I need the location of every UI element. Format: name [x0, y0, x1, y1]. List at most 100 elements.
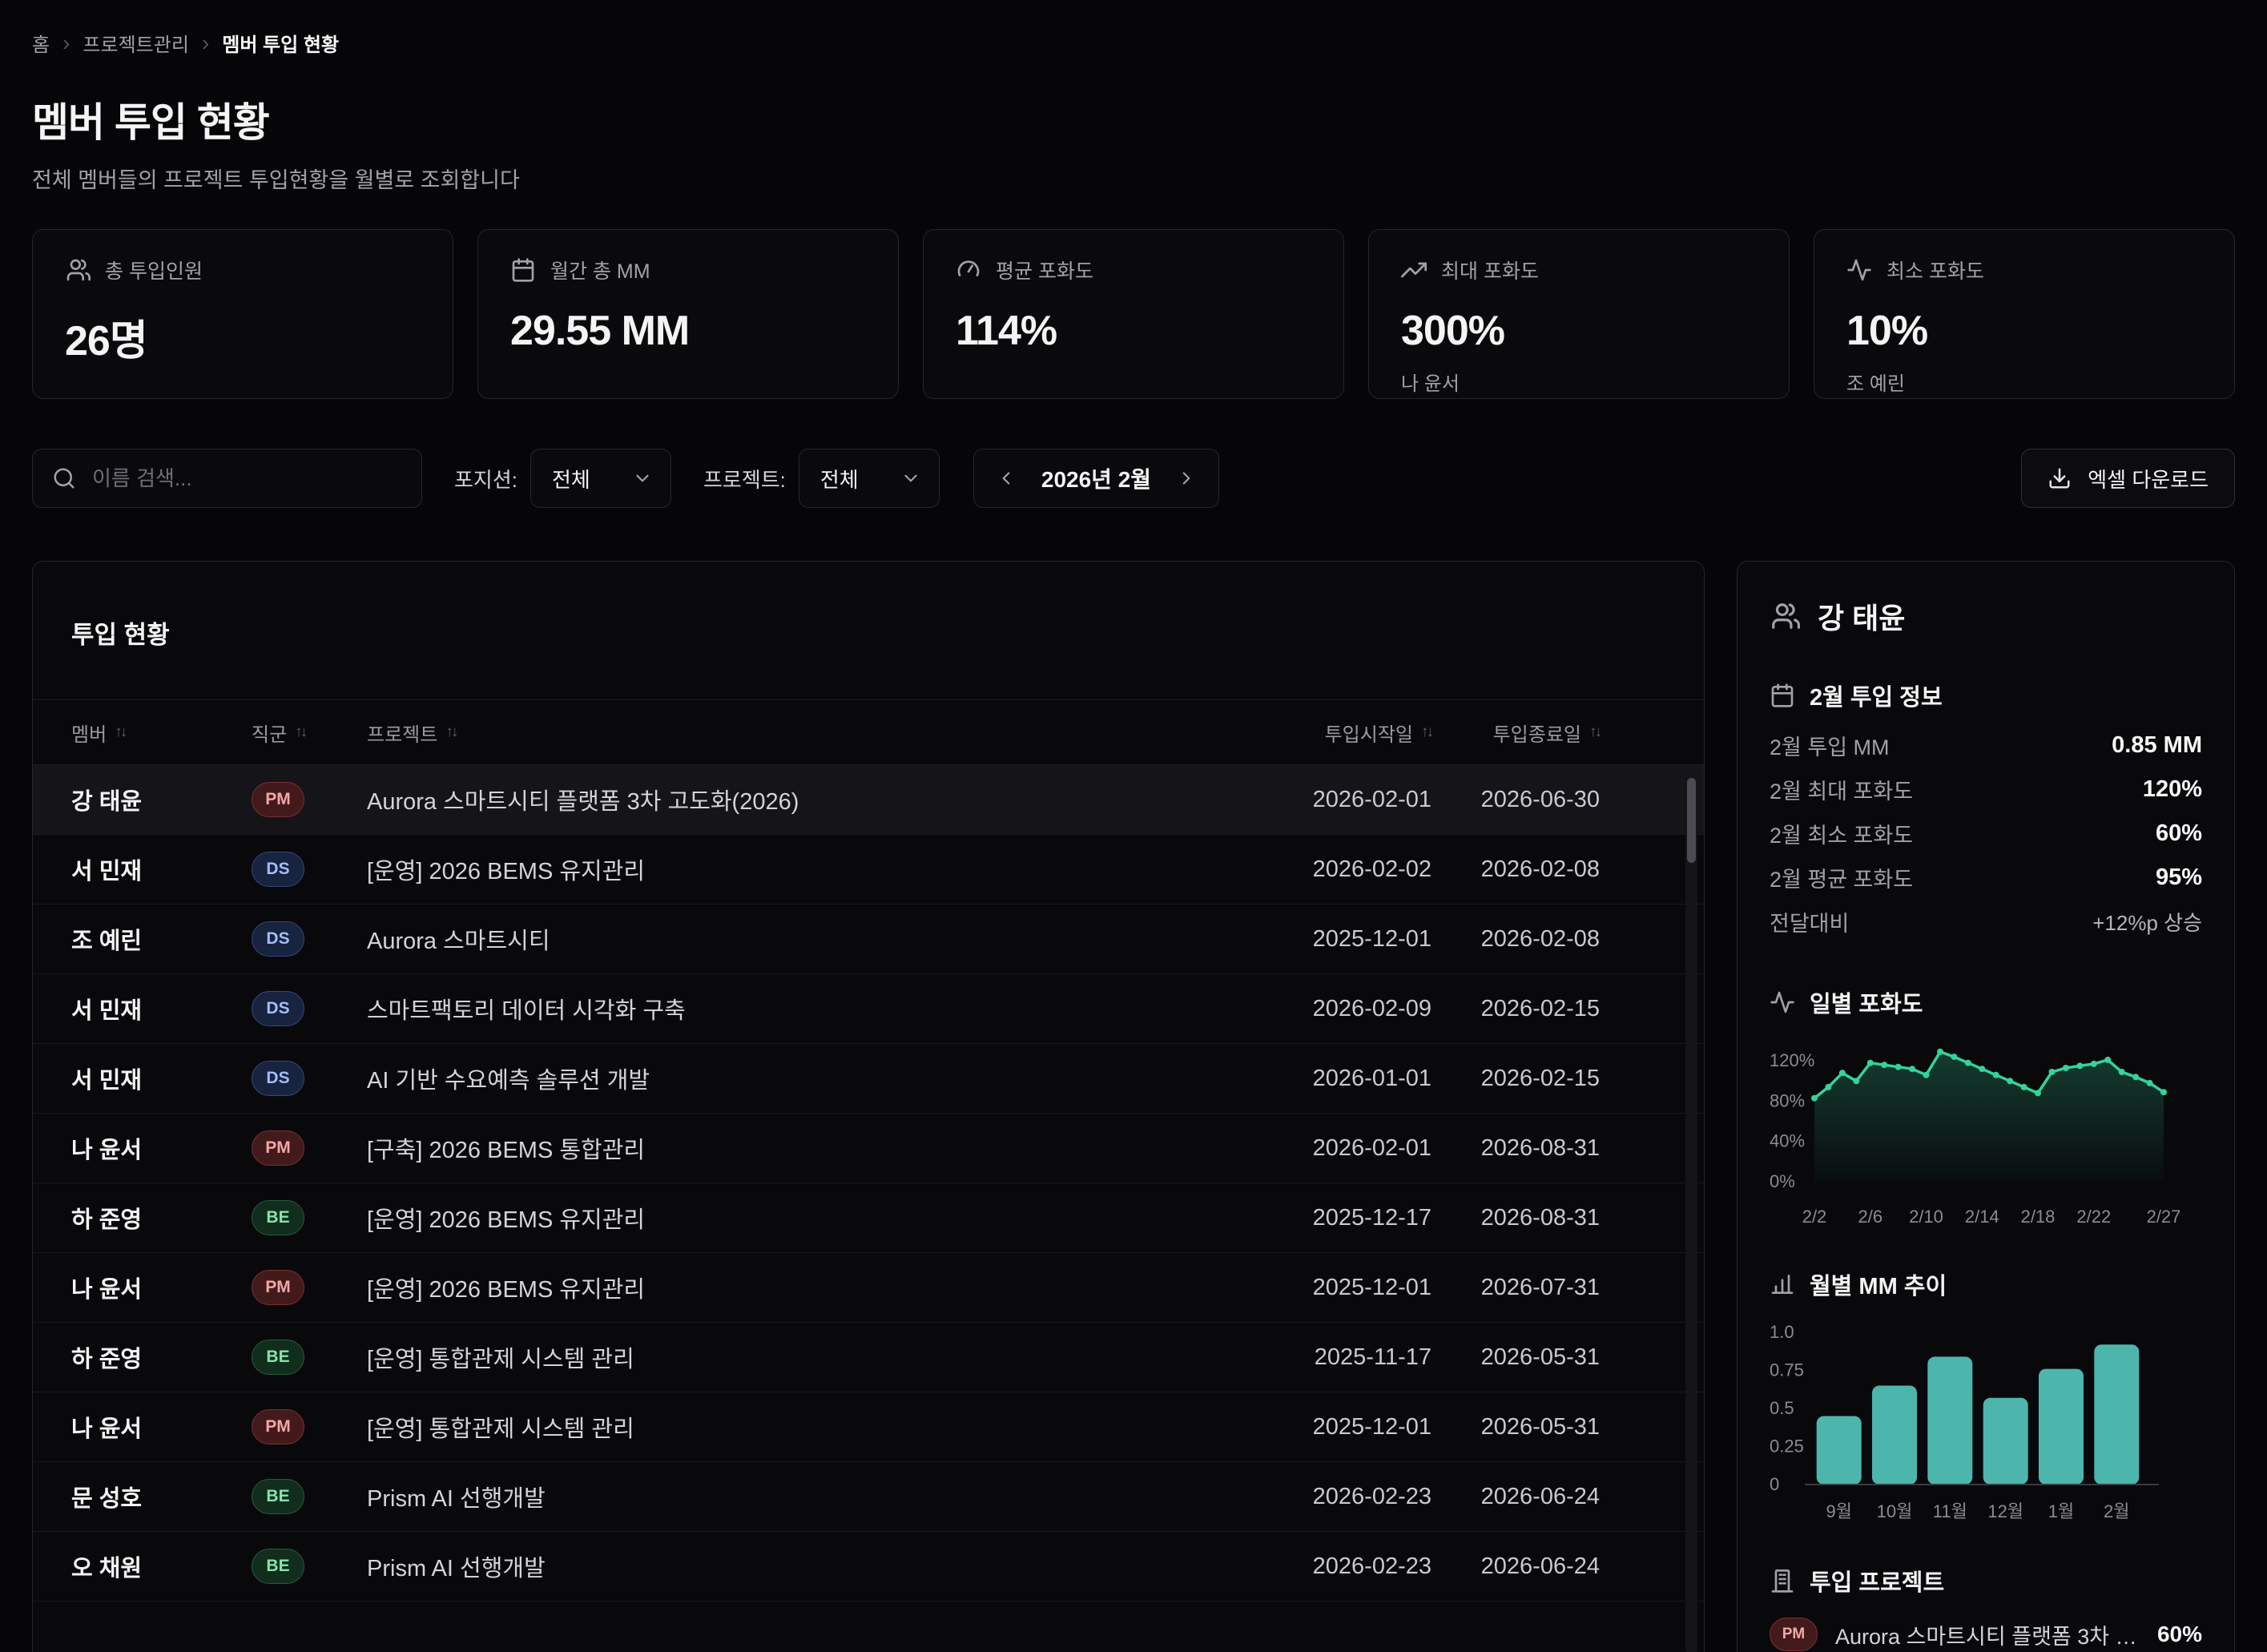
table-row[interactable]: 문 성호 BE Prism AI 선행개발 2026-02-23 2026-06…: [33, 1462, 1704, 1533]
monthly-mm-chart: 1.0 0.75 0.5 0.25 0 9월 10월 11월 12월 1월 2월: [1770, 1320, 2202, 1522]
table-row[interactable]: 서 민재 DS 스마트팩토리 데이터 시각화 구축 2026-02-09 202…: [33, 974, 1704, 1045]
project-name: [운영] 2026 BEMS 유지관리: [367, 1277, 646, 1303]
bar-chart-icon: [1771, 1275, 1794, 1294]
role-badge: DS: [252, 1061, 304, 1097]
column-header-start-date[interactable]: 투입시작일 ↑↓: [1324, 723, 1434, 746]
table-body: 강 태윤 PM Aurora 스마트시티 플랫폼 3차 고도화(2026) 20…: [33, 765, 1704, 1602]
project-name: [운영] 통합관제 시스템 관리: [367, 1416, 634, 1443]
activity-icon: [1770, 991, 1794, 1013]
stat-value: 10%: [1846, 308, 1928, 354]
chevron-right-icon: ›: [201, 30, 210, 55]
project-item-percent: 60%: [2156, 1622, 2202, 1646]
project-select-value: 전체: [819, 467, 859, 492]
role-cell: DS: [252, 852, 367, 888]
table-row[interactable]: 하 준영 BE [운영] 2026 BEMS 유지관리 2025-12-17 2…: [33, 1183, 1704, 1254]
end-date: 2026-05-31: [1480, 1413, 1600, 1440]
excel-download-button[interactable]: 엑셀 다운로드: [2021, 449, 2235, 508]
project-name: AI 기반 수요예측 솔루션 개발: [367, 1068, 650, 1094]
role-cell: BE: [252, 1200, 367, 1236]
svg-text:0: 0: [1770, 1474, 1779, 1494]
role-badge: BE: [252, 1340, 304, 1376]
role-cell: DS: [252, 991, 367, 1027]
monthly-mm-title: 월별 MM 추이: [1770, 1267, 2202, 1301]
role-cell: BE: [252, 1549, 367, 1585]
breadcrumb-project-management[interactable]: 프로젝트관리: [83, 34, 189, 56]
stat-card-max-saturation: 최대 포화도 300% 나 윤서: [1368, 229, 1790, 399]
table-row[interactable]: 강 태윤 PM Aurora 스마트시티 플랫폼 3차 고도화(2026) 20…: [33, 765, 1704, 836]
current-month-label: 2026년 2월: [1041, 467, 1152, 492]
end-date: 2026-08-31: [1480, 1134, 1600, 1161]
end-date: 2026-06-24: [1480, 1553, 1600, 1579]
stat-label: 최소 포화도: [1886, 260, 1984, 283]
deployed-projects-list: PM Aurora 스마트시티 플랫폼 3차 고... 60% PM [구축] …: [1770, 1612, 2202, 1652]
stat-card-avg-saturation: 평균 포화도 114%: [923, 229, 1344, 399]
sort-icon: ↑↓: [115, 723, 127, 741]
project-item: PM Aurora 스마트시티 플랫폼 3차 고... 60%: [1770, 1612, 2202, 1652]
next-month-button[interactable]: [1170, 460, 1202, 497]
stat-card-min-saturation: 최소 포화도 10% 조 예린: [1814, 229, 2235, 399]
role-cell: DS: [252, 1061, 367, 1097]
info-label: 전달대비: [1770, 912, 1850, 936]
end-date: 2026-02-15: [1480, 1065, 1600, 1091]
stat-value: 300%: [1401, 308, 1505, 354]
start-date: 2026-02-09: [1312, 995, 1431, 1021]
role-badge: DS: [252, 921, 304, 957]
scrollbar-thumb[interactable]: [1687, 778, 1696, 863]
table-row[interactable]: 오 채원 BE Prism AI 선행개발 2026-02-23 2026-06…: [33, 1532, 1704, 1602]
gauge-icon: [957, 260, 980, 276]
svg-text:2월: 2월: [2104, 1501, 2129, 1521]
position-select[interactable]: 전체: [530, 449, 671, 508]
search-icon: [54, 468, 74, 489]
end-date: 2026-02-15: [1480, 995, 1600, 1021]
column-header-project[interactable]: 프로젝트 ↑↓: [367, 723, 458, 746]
project-select[interactable]: 전체: [798, 449, 940, 508]
role-cell: BE: [252, 1340, 367, 1376]
table-row[interactable]: 나 윤서 PM [운영] 2026 BEMS 유지관리 2025-12-01 2…: [33, 1253, 1704, 1324]
info-label: 2월 평균 포화도: [1770, 868, 1914, 892]
table-row[interactable]: 하 준영 BE [운영] 통합관제 시스템 관리 2025-11-17 2026…: [33, 1323, 1704, 1393]
end-date: 2026-06-30: [1480, 786, 1600, 812]
info-value: +12%p 상승: [2092, 911, 2202, 935]
column-header-end-date[interactable]: 투입종료일 ↑↓: [1492, 723, 1602, 746]
filter-bar: 포지션: 전체 프로젝트: 전체 2026년 2월 엑셀 다운로드: [32, 449, 2235, 508]
svg-text:2/14: 2/14: [1965, 1207, 1999, 1226]
table-row[interactable]: 나 윤서 PM [구축] 2026 BEMS 통합관리 2026-02-01 2…: [33, 1114, 1704, 1184]
start-date: 2026-02-23: [1312, 1483, 1431, 1509]
detail-member-name: 강 태윤: [1818, 602, 1906, 635]
table-row[interactable]: 서 민재 DS [운영] 2026 BEMS 유지관리 2026-02-02 2…: [33, 835, 1704, 905]
member-name: 오 채원: [71, 1556, 143, 1582]
svg-text:12월: 12월: [1987, 1501, 2023, 1521]
role-cell: PM: [252, 1270, 367, 1306]
deployed-projects-title: 투입 프로젝트: [1770, 1564, 2202, 1598]
member-detail-panel: 강 태윤 2월 투입 정보 2월 투입 MM 0.85 MM 2월 최대 포화도…: [1737, 561, 2235, 1652]
member-name: 문 성호: [71, 1486, 143, 1513]
table-row[interactable]: 조 예린 DS Aurora 스마트시티 2025-12-01 2026-02-…: [33, 905, 1704, 975]
info-row: 전달대비 +12%p 상승: [1770, 900, 2202, 944]
table-scrollbar[interactable]: [1685, 775, 1697, 1652]
role-cell: PM: [252, 1409, 367, 1445]
chevron-left-icon: [1002, 472, 1010, 485]
prev-month-button[interactable]: [990, 460, 1022, 497]
project-name: Prism AI 선행개발: [367, 1486, 546, 1513]
table-row[interactable]: 나 윤서 PM [운영] 통합관제 시스템 관리 2025-12-01 2026…: [33, 1392, 1704, 1463]
search-input[interactable]: [91, 465, 402, 492]
svg-text:2/6: 2/6: [1858, 1207, 1883, 1226]
building-icon: [1771, 1569, 1794, 1593]
member-name: 하 준영: [71, 1207, 143, 1234]
column-header-member[interactable]: 멤버 ↑↓: [71, 723, 127, 746]
role-badge: PM: [1770, 1618, 1818, 1651]
column-header-role[interactable]: 직군 ↑↓: [252, 723, 308, 746]
detail-member-header: 강 태윤: [1770, 595, 2202, 637]
end-date: 2026-06-24: [1480, 1483, 1600, 1509]
table-row[interactable]: 서 민재 DS AI 기반 수요예측 솔루션 개발 2026-01-01 202…: [33, 1044, 1704, 1114]
calendar-icon: [512, 258, 534, 282]
svg-text:11월: 11월: [1933, 1501, 1967, 1521]
stat-value: 29.55 MM: [510, 308, 690, 354]
role-cell: BE: [252, 1479, 367, 1515]
member-name: 나 윤서: [71, 1138, 143, 1164]
role-badge: PM: [252, 1270, 304, 1306]
breadcrumb-home[interactable]: 홈: [32, 34, 50, 56]
svg-text:120%: 120%: [1770, 1050, 1814, 1070]
page-subtitle: 전체 멤버들의 프로젝트 투입현황을 월별로 조회합니다: [32, 168, 520, 192]
